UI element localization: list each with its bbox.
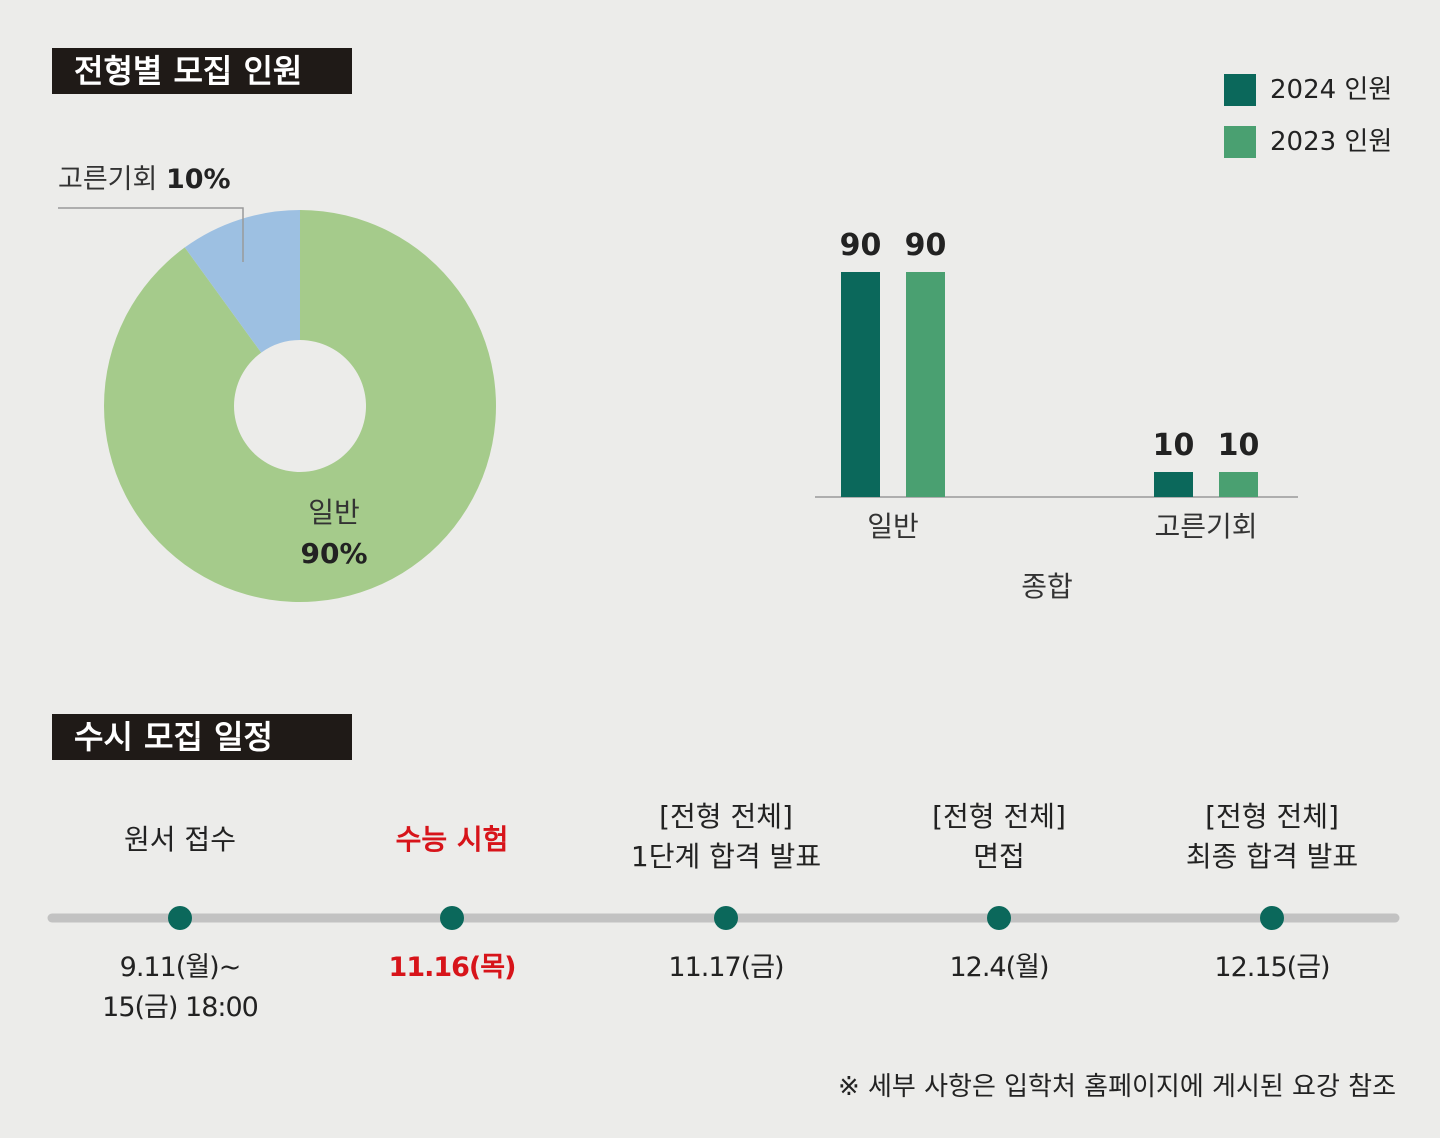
- bar-value-label: 10: [1153, 428, 1195, 463]
- timeline-dot: [440, 906, 464, 930]
- leader-line: [58, 207, 244, 262]
- schedule-label-line: 원서 접수: [124, 823, 236, 856]
- schedule-label: 원서 접수: [60, 820, 300, 860]
- donut-slice-일반: [103, 210, 496, 602]
- bar-value-label: 90: [905, 228, 947, 263]
- schedule-date: 12.4(월): [879, 948, 1119, 988]
- legend-swatch-2024: [1224, 74, 1256, 106]
- schedule-label-line: 면접: [973, 840, 1025, 873]
- donut-slice-고른기회: [184, 210, 300, 353]
- schedule-label-line: [전형 전체]: [932, 800, 1066, 833]
- timeline-dot: [168, 906, 192, 930]
- schedule-label-line: 최종 합격 발표: [1185, 840, 1359, 873]
- schedule-date-line: 11.17(금): [668, 952, 784, 983]
- schedule-label: 수능 시험: [332, 820, 572, 860]
- bar-category-label: 일반: [867, 510, 919, 543]
- legend-label-2023: 2023 인원: [1270, 127, 1393, 157]
- timeline-dot: [1260, 906, 1284, 930]
- schedule-label: [전형 전체] 면접: [879, 797, 1119, 877]
- schedule-label: [전형 전체] 최종 합격 발표: [1152, 797, 1392, 877]
- recruit-section-title: 전형별 모집 인원: [52, 48, 352, 94]
- schedule-date-line: 11.16(목): [388, 952, 517, 983]
- donut-chart: 고른기회 10% 일반 90%: [58, 164, 496, 602]
- schedule-date: 9.11(월)~ 15(금) 18:00: [60, 948, 300, 1028]
- schedule-date-line: 12.15(금): [1214, 952, 1330, 983]
- schedule-label-line: [전형 전체]: [1205, 800, 1339, 833]
- bar-0-0: [841, 272, 880, 497]
- footnote: ※ 세부 사항은 입학처 홈페이지에 게시된 요강 참조: [837, 1072, 1396, 1102]
- bar-1-1: [1219, 472, 1258, 497]
- bar-0-1: [906, 272, 945, 497]
- schedule-date: 11.16(목): [332, 948, 572, 988]
- bar-category-label: 고른기회: [1154, 510, 1257, 543]
- bar-value-label: 90: [840, 228, 882, 263]
- schedule-date-line: 15(금) 18:00: [102, 992, 259, 1023]
- schedule-label: [전형 전체] 1단계 합격 발표: [606, 797, 846, 877]
- timeline-dot: [714, 906, 738, 930]
- timeline: [47, 906, 1400, 930]
- bar-chart: 90 90 일반 10 10 고른기회 종합: [815, 228, 1298, 603]
- slice-label-name-1: 고른기회 10%: [58, 164, 231, 195]
- schedule-date-line: 9.11(월)~: [119, 952, 242, 983]
- bar-1-0: [1154, 472, 1193, 497]
- schedule-label-line: [전형 전체]: [659, 800, 793, 833]
- schedule-date: 12.15(금): [1152, 948, 1392, 988]
- bar-xlabel: 종합: [1021, 570, 1073, 603]
- legend-label-2024: 2024 인원: [1270, 75, 1393, 105]
- timeline-dot: [987, 906, 1011, 930]
- bar-value-label: 10: [1218, 428, 1260, 463]
- schedule-label-line: 1단계 합격 발표: [630, 840, 822, 873]
- schedule-label-line: 수능 시험: [395, 823, 509, 856]
- slice-label-name-0: 일반: [308, 496, 360, 529]
- legend-swatch-2023: [1224, 126, 1256, 158]
- schedule-date-line: 12.4(월): [949, 952, 1049, 983]
- schedule-date: 11.17(금): [606, 948, 846, 988]
- schedule-section-title: 수시 모집 일정: [52, 714, 352, 760]
- slice-label-value-0: 90%: [300, 537, 367, 570]
